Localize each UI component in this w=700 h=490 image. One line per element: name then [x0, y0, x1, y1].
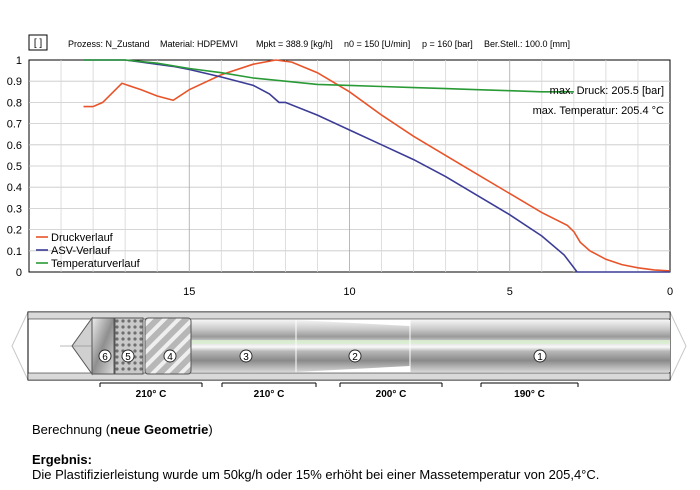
- legend-label: Temperaturverlauf: [51, 258, 141, 270]
- zone-number: 6: [102, 352, 108, 363]
- y-tick-label: 0.8: [7, 97, 22, 109]
- screw-body-compression: [296, 320, 410, 372]
- grid-lines: [29, 60, 670, 272]
- zone-number: 5: [125, 352, 131, 363]
- mixer-element-6: [91, 317, 115, 375]
- chart: 0 0.1 0.2 0.3 0.4 0.5 0.6 0.7 0.8 0.9 1 15 10 5 0 max…: [7, 55, 673, 298]
- zone-marker: [121, 349, 135, 363]
- zone-marker: [98, 349, 112, 363]
- caption-prefix: Berechnung (: [32, 422, 111, 437]
- series-line-druckverlauf: [83, 59, 671, 272]
- header-icon-box[interactable]: [28, 34, 48, 51]
- y-tick-label: 1: [16, 55, 22, 67]
- barrel-inner-bottom: [27, 372, 671, 381]
- caption-suffix: ): [208, 422, 213, 437]
- y-axis: 0 0.1 0.2 0.3 0.4 0.5 0.6 0.7 0.8 0.9 1: [7, 55, 22, 279]
- header-item: Prozess: N_Zustand: [68, 39, 150, 49]
- y-tick-label: 0.2: [7, 225, 22, 237]
- x-tick-label: 15: [183, 286, 195, 298]
- zone-marker: [348, 349, 362, 363]
- barrel-inner-top: [27, 311, 671, 320]
- y-tick-label: 0.3: [7, 203, 22, 215]
- x-tick-label: 5: [507, 286, 513, 298]
- max-pressure-annotation: max. Druck: 205.5 [bar]: [550, 85, 664, 97]
- x-tick-label: 0: [667, 286, 673, 298]
- screw-end-arrow: [669, 311, 687, 381]
- screw-body-band: [190, 340, 670, 344]
- caption-bold: neue Geometrie: [110, 422, 209, 437]
- y-tick-label: 0.4: [7, 182, 22, 194]
- mixer-element-4: [144, 317, 192, 375]
- screw-body-metering: [410, 320, 670, 372]
- heater-bands: 210° C 210° C 200° C 190° C: [99, 382, 579, 400]
- zone-number: 4: [167, 352, 173, 363]
- y-tick-label: 0.9: [7, 76, 22, 88]
- zone-number: 3: [243, 352, 249, 363]
- zone-labels: 1 2 3 4 5 6: [98, 349, 547, 363]
- result-text: Die Plastifizierleistung wurde um 50kg/h…: [32, 467, 600, 482]
- max-temperature-annotation: max. Temperatur: 205.4 °C: [533, 105, 664, 117]
- y-tick-label: 0.1: [7, 246, 22, 258]
- header-item: Material: HDPEMVI: [160, 39, 238, 49]
- header-item: Mpkt = 388.9 [kg/h]: [256, 39, 333, 49]
- zone-number: 1: [537, 352, 543, 363]
- header-bar: [ ] Prozess: N_Zustand Material: HDPEMVI M…: [28, 34, 570, 51]
- heater-temperature: 210° C: [254, 389, 285, 400]
- zone-marker: [163, 349, 177, 363]
- x-axis: 15 10 5 0: [183, 286, 673, 298]
- screw-tip-arrow: [11, 311, 29, 381]
- screw-drawing: 1 2 3 4 5 6 210° C 210° C 200° C 190° C: [11, 311, 687, 400]
- zone-marker: [533, 349, 547, 363]
- y-tick-label: 0.5: [7, 161, 22, 173]
- header-item: Ber.Stell.: 100.0 [mm]: [484, 39, 570, 49]
- x-tick-label: 10: [343, 286, 355, 298]
- legend-label: Druckverlauf: [51, 232, 114, 244]
- legend-label: ASV-Verlauf: [51, 245, 111, 257]
- mixer-element-5: [114, 317, 144, 375]
- heater-temperature: 190° C: [514, 389, 545, 400]
- y-tick-label: 0: [16, 267, 22, 279]
- heater-temperature: 200° C: [376, 389, 407, 400]
- zone-number: 2: [352, 352, 358, 363]
- zone-marker: [239, 349, 253, 363]
- heater-temperature: 210° C: [136, 389, 167, 400]
- y-tick-label: 0.6: [7, 140, 22, 152]
- result-title: Ergebnis:: [32, 452, 92, 467]
- y-tick-label: 0.7: [7, 119, 22, 131]
- header-item: n0 = 150 [U/min]: [344, 39, 410, 49]
- screw-body-feed: [190, 320, 296, 372]
- header-icon: [ ]: [34, 38, 43, 49]
- header-items: Prozess: N_Zustand Material: HDPEMVI Mpkt …: [68, 39, 570, 49]
- header-item: p = 160 [bar]: [422, 39, 473, 49]
- series-lines: [83, 59, 671, 273]
- series-line-temperaturverlauf: [83, 59, 574, 93]
- figure-caption: Berechnung (neue Geometrie): [32, 422, 213, 437]
